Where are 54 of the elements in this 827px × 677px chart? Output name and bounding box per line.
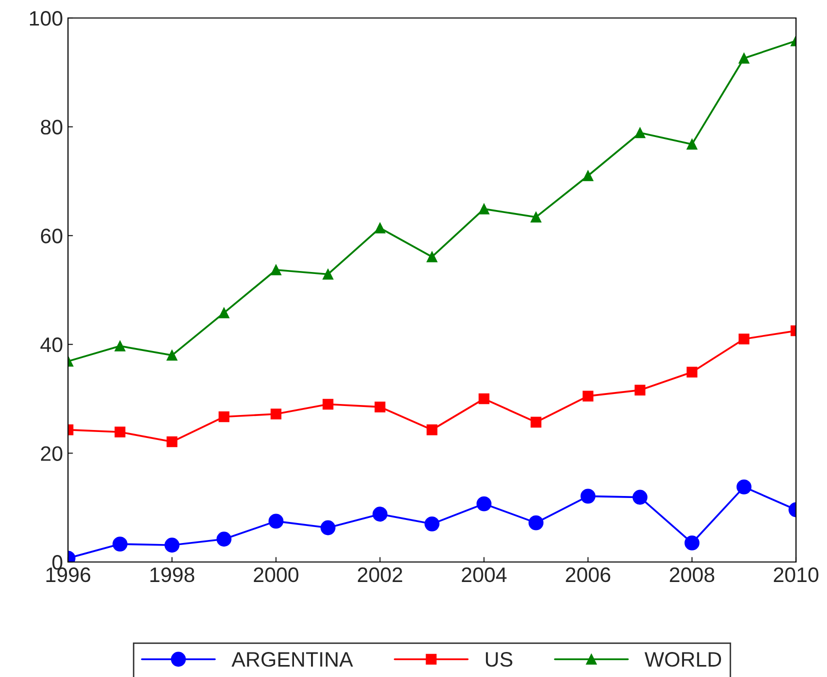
point	[372, 506, 388, 522]
point	[114, 426, 126, 438]
y-tick-label: 100	[30, 11, 62, 26]
x-tick-label: 2010	[774, 567, 818, 582]
point	[166, 436, 178, 448]
point	[580, 488, 596, 504]
point	[270, 408, 282, 420]
point	[632, 490, 648, 505]
point	[216, 532, 232, 547]
point	[530, 416, 542, 428]
point	[320, 520, 336, 536]
point	[374, 402, 386, 412]
point	[114, 340, 126, 352]
x-tick-label: 2006	[566, 567, 610, 582]
point	[112, 536, 128, 552]
point	[738, 334, 750, 344]
point	[270, 264, 282, 276]
point	[218, 307, 230, 318]
point	[684, 535, 700, 550]
point	[634, 127, 646, 138]
legend-label: ARGENTINA	[232, 652, 354, 667]
point	[686, 366, 698, 378]
x-tick-label: 2002	[358, 567, 402, 582]
point	[582, 390, 594, 402]
x-tick-label: 1998	[150, 567, 194, 582]
point	[582, 170, 594, 182]
point	[374, 222, 386, 234]
y-tick-label: 60	[41, 228, 62, 244]
point	[476, 496, 492, 512]
legend-label: US	[486, 652, 512, 667]
x-tick-label: 2008	[670, 567, 714, 582]
point	[686, 138, 698, 150]
point	[166, 350, 178, 361]
point	[164, 538, 180, 553]
point	[738, 52, 750, 64]
point	[530, 212, 542, 222]
point	[218, 411, 230, 422]
point	[322, 268, 334, 280]
y-tick-label: 20	[41, 446, 62, 461]
point	[634, 384, 646, 396]
point	[528, 515, 544, 530]
point	[322, 398, 334, 410]
x-tick-label: 2000	[254, 567, 298, 582]
point	[478, 393, 490, 404]
x-tick-label: 2004	[462, 567, 507, 582]
point	[426, 251, 438, 262]
y-tick-label: 80	[40, 120, 62, 135]
y-tick-label: 40	[40, 337, 62, 352]
point	[268, 514, 284, 529]
point	[426, 424, 438, 436]
legend-label: WORLD	[644, 652, 722, 667]
point	[478, 204, 490, 214]
point	[736, 479, 752, 494]
point	[424, 516, 440, 532]
